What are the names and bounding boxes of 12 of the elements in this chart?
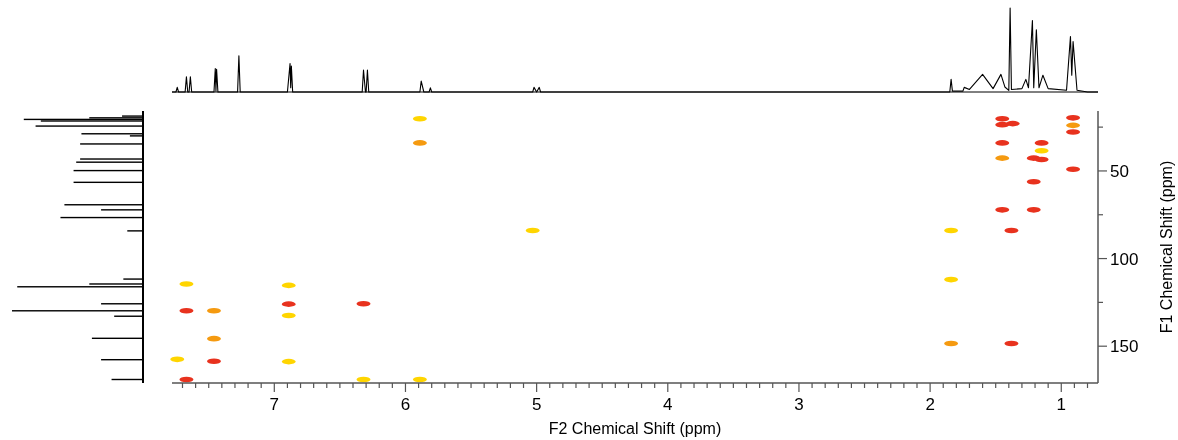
y-tick-label: 100	[1110, 249, 1139, 269]
y-tick-label: 50	[1110, 161, 1129, 181]
x-tick-label: 7	[269, 395, 280, 414]
x-tick-label: 5	[531, 395, 542, 414]
y-axis-title: F1 Chemical Shift (ppm)	[1158, 160, 1175, 334]
x-tick-label: 6	[400, 395, 411, 414]
x-tick-label: 3	[794, 395, 804, 414]
x-tick-label: 4	[663, 395, 673, 414]
x-tick-label: 1	[1056, 395, 1067, 414]
x-axis-title: F2 Chemical Shift (ppm)	[548, 420, 722, 437]
x-tick-label: 2	[925, 395, 935, 414]
y-tick-label: 150	[1110, 337, 1139, 357]
